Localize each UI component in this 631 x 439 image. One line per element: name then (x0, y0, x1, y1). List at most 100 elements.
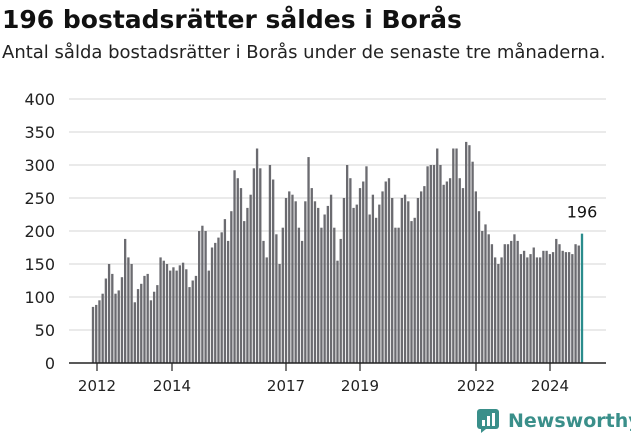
bar (407, 201, 410, 363)
bar (426, 166, 429, 363)
bar-highlight (580, 233, 584, 363)
bar (481, 231, 484, 363)
x-tick-label: 2017 (267, 377, 305, 395)
x-tick-label: 2022 (457, 377, 495, 395)
bar (371, 194, 375, 363)
bar (259, 168, 262, 363)
bar (529, 254, 532, 363)
bar (127, 257, 130, 363)
bar (297, 227, 301, 363)
bar (387, 178, 391, 363)
bar (522, 250, 526, 363)
bar (455, 148, 458, 363)
bar (410, 221, 413, 363)
bar (564, 252, 568, 363)
highlight-value-label: 196 (567, 203, 598, 222)
bar (323, 214, 326, 363)
bar (133, 302, 136, 363)
bar (162, 260, 165, 363)
bar (246, 207, 249, 363)
bar (217, 237, 220, 363)
y-tick-label: 150 (24, 255, 55, 274)
y-tick-label: 100 (24, 288, 55, 307)
bar (294, 201, 297, 363)
bar (304, 201, 307, 363)
bar (329, 194, 333, 363)
bar (130, 264, 133, 363)
bar (124, 238, 127, 363)
bar (532, 247, 535, 363)
bar (181, 262, 185, 363)
bar (342, 198, 346, 363)
bar (397, 227, 400, 363)
bar (310, 188, 313, 363)
bar (272, 179, 275, 363)
bar (265, 257, 268, 363)
bar (345, 165, 349, 363)
bar (252, 168, 256, 363)
bar (210, 247, 214, 363)
bar (510, 240, 513, 363)
bar (149, 300, 153, 363)
bar (169, 270, 172, 363)
bar (146, 273, 149, 363)
bar (484, 224, 487, 363)
bar (567, 252, 571, 363)
bar (429, 165, 432, 363)
bar (175, 270, 178, 363)
bar (500, 257, 503, 363)
bar (535, 257, 539, 363)
bar (98, 300, 101, 363)
bar (320, 227, 323, 363)
bar (362, 181, 365, 363)
bar (365, 166, 368, 363)
chart-subtitle: Antal sålda bostadsrätter i Borås under … (2, 42, 606, 63)
bar (223, 219, 227, 363)
bar (91, 306, 95, 363)
brand-name: Newsworthy (508, 410, 631, 432)
newsworthy-logo: Newsworthy (476, 408, 631, 434)
bar (403, 194, 407, 363)
bar (423, 186, 426, 363)
bar (220, 232, 223, 363)
bar (230, 211, 233, 363)
x-tick-label: 2012 (78, 377, 116, 395)
bar (384, 181, 387, 363)
bar (391, 198, 394, 363)
bar (419, 191, 423, 363)
bar (548, 254, 551, 363)
bar (526, 257, 529, 363)
bar (445, 181, 449, 363)
bar (117, 290, 120, 363)
bar (111, 273, 114, 363)
bar (349, 178, 352, 363)
bar (120, 277, 124, 363)
bar (513, 234, 516, 363)
bar (243, 221, 246, 363)
bar (506, 244, 510, 363)
bar (104, 278, 108, 363)
bar (114, 293, 117, 363)
bar (561, 250, 564, 363)
bar (101, 293, 104, 363)
bar (468, 145, 471, 363)
bar (288, 191, 291, 363)
x-axis: 2012 2014 2017 2019 2022 2024 (69, 362, 606, 395)
bar (577, 245, 580, 363)
bar (493, 257, 497, 363)
bar (551, 252, 555, 363)
bar (152, 291, 156, 363)
bar (442, 184, 445, 363)
bar (172, 267, 175, 363)
bar (159, 257, 162, 363)
y-tick-label: 400 (24, 90, 55, 109)
bar (519, 254, 523, 363)
bar (542, 250, 545, 363)
bar (378, 204, 381, 363)
bar (394, 227, 397, 363)
bar (275, 234, 278, 363)
bar (416, 198, 420, 363)
bar (465, 141, 468, 363)
bar (477, 211, 481, 363)
bar (381, 191, 384, 363)
